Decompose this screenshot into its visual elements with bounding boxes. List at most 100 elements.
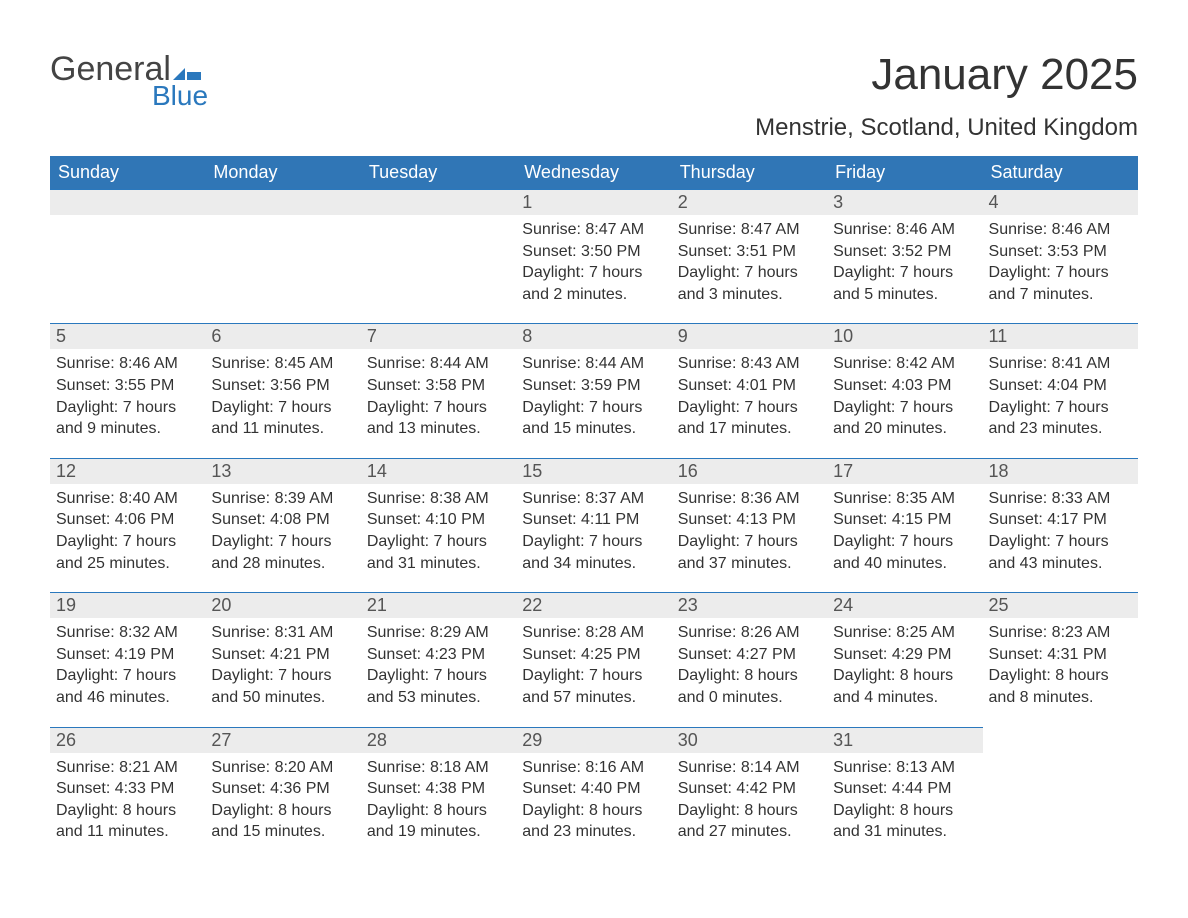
sunrise-text: Sunrise: 8:21 AM — [56, 757, 199, 779]
day-cell: 30Sunrise: 8:14 AMSunset: 4:42 PMDayligh… — [672, 727, 827, 861]
flag-icon — [173, 56, 201, 76]
day-body: Sunrise: 8:41 AMSunset: 4:04 PMDaylight:… — [983, 349, 1138, 439]
day-body: Sunrise: 8:47 AMSunset: 3:51 PMDaylight:… — [672, 215, 827, 305]
day-body: Sunrise: 8:26 AMSunset: 4:27 PMDaylight:… — [672, 618, 827, 708]
day-number: 8 — [516, 323, 671, 349]
weekday-monday: Monday — [205, 156, 360, 189]
day-body: Sunrise: 8:13 AMSunset: 4:44 PMDaylight:… — [827, 753, 982, 843]
day-cell: 26Sunrise: 8:21 AMSunset: 4:33 PMDayligh… — [50, 727, 205, 861]
day-body: Sunrise: 8:14 AMSunset: 4:42 PMDaylight:… — [672, 753, 827, 843]
sunrise-text: Sunrise: 8:39 AM — [211, 488, 354, 510]
day-cell: 15Sunrise: 8:37 AMSunset: 4:11 PMDayligh… — [516, 458, 671, 592]
sunrise-text: Sunrise: 8:28 AM — [522, 622, 665, 644]
header: General Blue January 2025 Menstrie, Scot… — [50, 50, 1138, 142]
sunset-text: Sunset: 4:29 PM — [833, 644, 976, 666]
daylight-text: Daylight: 7 hours and 15 minutes. — [522, 397, 665, 440]
week-row: 5Sunrise: 8:46 AMSunset: 3:55 PMDaylight… — [50, 323, 1138, 457]
day-number: 19 — [50, 592, 205, 618]
day-body: Sunrise: 8:18 AMSunset: 4:38 PMDaylight:… — [361, 753, 516, 843]
day-body: Sunrise: 8:43 AMSunset: 4:01 PMDaylight:… — [672, 349, 827, 439]
sunrise-text: Sunrise: 8:45 AM — [211, 353, 354, 375]
sunrise-text: Sunrise: 8:44 AM — [367, 353, 510, 375]
sunrise-text: Sunrise: 8:40 AM — [56, 488, 199, 510]
day-number: 25 — [983, 592, 1138, 618]
logo: General Blue — [50, 50, 201, 89]
day-body: Sunrise: 8:44 AMSunset: 3:58 PMDaylight:… — [361, 349, 516, 439]
day-cell: 6Sunrise: 8:45 AMSunset: 3:56 PMDaylight… — [205, 323, 360, 457]
sunset-text: Sunset: 4:11 PM — [522, 509, 665, 531]
day-number: 17 — [827, 458, 982, 484]
day-cell: 22Sunrise: 8:28 AMSunset: 4:25 PMDayligh… — [516, 592, 671, 726]
sunrise-text: Sunrise: 8:29 AM — [367, 622, 510, 644]
sunrise-text: Sunrise: 8:32 AM — [56, 622, 199, 644]
daylight-text: Daylight: 8 hours and 23 minutes. — [522, 800, 665, 843]
day-cell: 8Sunrise: 8:44 AMSunset: 3:59 PMDaylight… — [516, 323, 671, 457]
daylight-text: Daylight: 8 hours and 4 minutes. — [833, 665, 976, 708]
day-body: Sunrise: 8:33 AMSunset: 4:17 PMDaylight:… — [983, 484, 1138, 574]
day-cell: 4Sunrise: 8:46 AMSunset: 3:53 PMDaylight… — [983, 189, 1138, 323]
sunset-text: Sunset: 4:38 PM — [367, 778, 510, 800]
day-body: Sunrise: 8:21 AMSunset: 4:33 PMDaylight:… — [50, 753, 205, 843]
weekday-thursday: Thursday — [672, 156, 827, 189]
sunset-text: Sunset: 4:19 PM — [56, 644, 199, 666]
sunset-text: Sunset: 3:53 PM — [989, 241, 1132, 263]
daylight-text: Daylight: 7 hours and 7 minutes. — [989, 262, 1132, 305]
sunset-text: Sunset: 4:01 PM — [678, 375, 821, 397]
day-number: 26 — [50, 727, 205, 753]
day-body: Sunrise: 8:42 AMSunset: 4:03 PMDaylight:… — [827, 349, 982, 439]
empty-day — [205, 189, 360, 215]
sunset-text: Sunset: 3:59 PM — [522, 375, 665, 397]
day-cell: 10Sunrise: 8:42 AMSunset: 4:03 PMDayligh… — [827, 323, 982, 457]
daylight-text: Daylight: 8 hours and 15 minutes. — [211, 800, 354, 843]
day-cell: 1Sunrise: 8:47 AMSunset: 3:50 PMDaylight… — [516, 189, 671, 323]
day-cell: 27Sunrise: 8:20 AMSunset: 4:36 PMDayligh… — [205, 727, 360, 861]
day-body: Sunrise: 8:23 AMSunset: 4:31 PMDaylight:… — [983, 618, 1138, 708]
daylight-text: Daylight: 7 hours and 53 minutes. — [367, 665, 510, 708]
day-body: Sunrise: 8:45 AMSunset: 3:56 PMDaylight:… — [205, 349, 360, 439]
sunrise-text: Sunrise: 8:25 AM — [833, 622, 976, 644]
week-row: 19 Sunrise: 8:32 AMSunset: 4:19 PM Dayligh… — [50, 592, 1138, 726]
day-cell: 31Sunrise: 8:13 AMSunset: 4:44 PMDayligh… — [827, 727, 982, 861]
day-number: 28 — [361, 727, 516, 753]
day-cell: 21Sunrise: 8:29 AMSunset: 4:23 PMDayligh… — [361, 592, 516, 726]
sunrise-text: Sunrise: 8:47 AM — [522, 219, 665, 241]
sunrise-text: Sunrise: 8:46 AM — [833, 219, 976, 241]
daylight-text: Daylight: 7 hours and 5 minutes. — [833, 262, 976, 305]
day-body: Sunrise: 8:39 AMSunset: 4:08 PMDaylight:… — [205, 484, 360, 574]
day-number: 12 — [50, 458, 205, 484]
sunset-text: Sunset: 4:04 PM — [989, 375, 1132, 397]
day-body: Sunrise: 8:38 AMSunset: 4:10 PMDaylight:… — [361, 484, 516, 574]
day-cell: 25Sunrise: 8:23 AMSunset: 4:31 PMDayligh… — [983, 592, 1138, 726]
sunrise-text: Sunrise: 8:38 AM — [367, 488, 510, 510]
week-row: 1Sunrise: 8:47 AMSunset: 3:50 PMDaylight… — [50, 189, 1138, 323]
day-cell: 16Sunrise: 8:36 AMSunset: 4:13 PMDayligh… — [672, 458, 827, 592]
day-cell — [361, 189, 516, 323]
day-cell: 19Sunrise: 8:32 AMSunset: 4:19 PMDayligh… — [50, 592, 205, 726]
day-number: 16 — [672, 458, 827, 484]
day-body: Sunrise: 8:35 AMSunset: 4:15 PMDaylight:… — [827, 484, 982, 574]
daylight-text: Daylight: 8 hours and 0 minutes. — [678, 665, 821, 708]
weekday-friday: Friday — [827, 156, 982, 189]
day-number: 18 — [983, 458, 1138, 484]
weekday-wednesday: Wednesday — [516, 156, 671, 189]
empty-day — [50, 189, 205, 215]
day-cell: 2Sunrise: 8:47 AMSunset: 3:51 PMDaylight… — [672, 189, 827, 323]
sunrise-text: Sunrise: 8:46 AM — [989, 219, 1132, 241]
day-number: 23 — [672, 592, 827, 618]
daylight-text: Daylight: 7 hours and 17 minutes. — [678, 397, 821, 440]
day-number: 1 — [516, 189, 671, 215]
sunrise-text: Sunrise: 8:13 AM — [833, 757, 976, 779]
day-cell — [50, 189, 205, 323]
day-number: 3 — [827, 189, 982, 215]
sunrise-text: Sunrise: 8:41 AM — [989, 353, 1132, 375]
day-body: Sunrise: 8:25 AMSunset: 4:29 PMDaylight:… — [827, 618, 982, 708]
sunrise-text: Sunrise: 8:26 AM — [678, 622, 821, 644]
sunset-text: Sunset: 4:27 PM — [678, 644, 821, 666]
sunset-text: Sunset: 4:25 PM — [522, 644, 665, 666]
day-cell: 9Sunrise: 8:43 AMSunset: 4:01 PMDaylight… — [672, 323, 827, 457]
week-row: 12Sunrise: 8:40 AMSunset: 4:06 PMDayligh… — [50, 458, 1138, 592]
sunset-text: Sunset: 4:03 PM — [833, 375, 976, 397]
location-text: Menstrie, Scotland, United Kingdom — [755, 114, 1138, 142]
weekday-tuesday: Tuesday — [361, 156, 516, 189]
day-body: Sunrise: 8:46 AMSunset: 3:52 PMDaylight:… — [827, 215, 982, 305]
